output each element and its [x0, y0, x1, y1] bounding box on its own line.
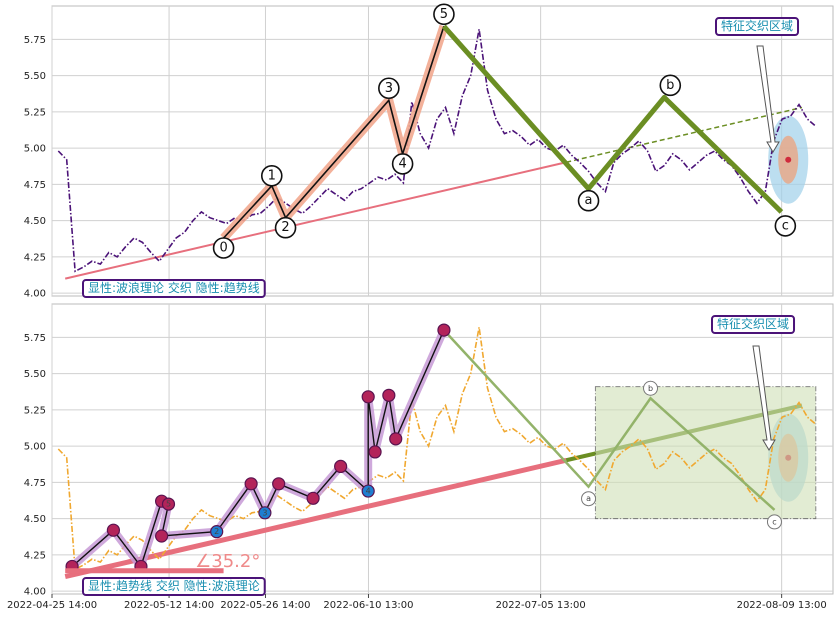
x-tick-label: 2022-08-09 13:00	[737, 600, 827, 611]
bottom-abc-label-b: b	[648, 384, 653, 393]
top-wave-label-5: 5	[440, 7, 448, 22]
x-tick-label: 2022-06-10 13:00	[323, 600, 413, 611]
bottom-subwave-marker	[437, 323, 451, 337]
top-legend-label-text: 显性:波浪理论 交织 隐性:趋势线	[88, 280, 260, 295]
bottom-zone-label-group: 特征交织区域	[711, 315, 796, 334]
bottom-subwave-label: 3	[262, 508, 267, 517]
top-wave-marker-5	[433, 3, 455, 26]
bottom-subwave-marker	[272, 477, 286, 491]
top-wave-marker-3	[378, 77, 400, 100]
top-zone-arrow	[756, 45, 780, 153]
bottom-y-tick-label: 4.25	[24, 550, 46, 561]
top-y-tick-label: 5.50	[24, 71, 46, 82]
top-y-tick-label: 4.00	[24, 289, 46, 300]
bottom-subwave-label: 5	[166, 500, 171, 509]
bottom-zone-label-box	[711, 315, 796, 334]
bottom-legend-label-text: 显性:趋势线 交织 隐性:波浪理论	[88, 578, 260, 593]
top-zone-label-group: 特征交织区域	[715, 17, 800, 36]
top-wave-label-0: 0	[219, 241, 227, 256]
bottom-y-tick-label: 4.00	[24, 587, 46, 598]
top-wave-marker-a	[577, 189, 600, 212]
top-wave-label-3: 3	[385, 81, 393, 96]
bottom-subwave-label: 2	[214, 527, 219, 536]
bottom-subwave-marker	[306, 491, 320, 505]
x-tick-label: 2022-05-12 14:00	[124, 600, 214, 611]
bottom-abc-wave	[442, 329, 776, 511]
top-y-tick-label: 4.25	[24, 252, 46, 263]
bottom-y-tick-label: 5.50	[24, 369, 46, 380]
top-wave-marker-2	[274, 216, 297, 239]
x-tick-label: 2022-04-25 14:00	[7, 600, 97, 611]
top-wave-label-2: 2	[281, 220, 289, 235]
top-zone-label-text: 特征交织区域	[721, 18, 793, 33]
bottom-zone-arrow	[752, 345, 776, 451]
bottom-trend-line	[64, 457, 567, 580]
bottom-subwave-marker	[244, 477, 258, 491]
top-impulse-wave	[223, 26, 445, 239]
bottom-y-tick-label: 5.00	[24, 442, 46, 453]
bottom-y-tick-label: 4.50	[24, 514, 46, 525]
bottom-subwave-marker	[368, 445, 382, 459]
bottom-y-tick-label: 4.75	[24, 478, 46, 489]
bottom-price-line	[57, 327, 817, 571]
bottom-subwave-line	[71, 329, 445, 569]
bottom-subwave-marker	[106, 523, 121, 537]
bottom-legend-label-group: 显性:趋势线 交织 隐性:波浪理论	[82, 577, 266, 596]
top-legend-label-box	[82, 279, 266, 298]
bottom-subwave-marker	[361, 484, 375, 498]
top-y-tick-label: 4.75	[24, 180, 46, 191]
top-wave-label-c: c	[782, 218, 789, 233]
bottom-legend-label-box	[82, 577, 266, 596]
top-y-tick-label: 4.50	[24, 216, 46, 227]
bottom-subwave-marker	[210, 525, 224, 539]
x-tick-label: 2022-07-05 13:00	[496, 600, 586, 611]
top-trend-line	[64, 161, 567, 280]
top-wave-label-b: b	[666, 78, 674, 93]
bottom-abc-marker-b	[643, 380, 659, 396]
top-corrective-wave	[442, 24, 784, 214]
top-y-tick-label: 5.25	[24, 107, 46, 118]
top-y-tick-label: 5.75	[24, 35, 46, 46]
top-wave-label-4: 4	[398, 156, 406, 171]
bottom-zone-label-text: 特征交织区域	[717, 316, 789, 331]
top-wave-marker-0	[212, 237, 235, 259]
bottom-abc-marker-a	[581, 491, 597, 507]
bottom-abc-marker-c	[766, 514, 782, 530]
bottom-subwave-marker	[258, 506, 272, 520]
top-price-line	[57, 29, 817, 273]
bottom-subwave-marker	[361, 390, 375, 404]
bottom-y-tick-label: 5.75	[24, 333, 46, 344]
top-wave-marker-4	[391, 153, 414, 175]
bottom-subwave-marker	[155, 529, 169, 543]
bottom-abc-label-c: c	[772, 517, 776, 526]
top-wave-label-1: 1	[268, 168, 276, 183]
top-wave-marker-b	[659, 74, 682, 97]
top-legend-label-group: 显性:波浪理论 交织 隐性:趋势线	[82, 279, 266, 298]
top-plot-frame	[51, 5, 834, 297]
bottom-y-tick-label: 5.25	[24, 405, 46, 416]
bottom-subwave-label: 4	[366, 487, 371, 496]
top-wave-marker-c	[774, 215, 797, 237]
x-tick-label: 2022-05-26 14:00	[220, 600, 310, 611]
bottom-angle-label: ∠35.2°	[195, 551, 260, 572]
bottom-subwave-marker	[161, 497, 176, 511]
top-y-tick-label: 5.00	[24, 144, 46, 155]
bottom-subwave-marker	[334, 459, 348, 473]
top-wave-marker-1	[260, 165, 283, 187]
top-wave-label-a: a	[585, 193, 593, 208]
bottom-subwave-marker	[389, 432, 403, 446]
bottom-zone-box	[594, 386, 817, 520]
top-zone-label-box	[715, 17, 800, 36]
top-trend-line-projection	[566, 106, 803, 163]
bottom-subwave-marker	[382, 388, 396, 402]
top-zone-dot	[785, 156, 792, 163]
bottom-abc-label-a: a	[586, 494, 591, 503]
